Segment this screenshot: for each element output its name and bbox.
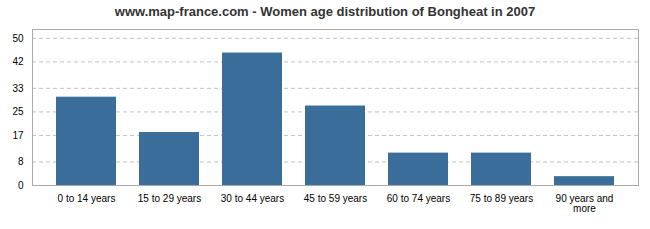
svg-text:25: 25: [12, 106, 24, 117]
svg-text:42: 42: [12, 56, 24, 67]
svg-text:45 to 59 years: 45 to 59 years: [304, 193, 367, 204]
svg-text:0: 0: [18, 180, 24, 191]
svg-text:60 to 74 years: 60 to 74 years: [387, 193, 450, 204]
svg-text:17: 17: [12, 130, 24, 141]
html-text:www.map-france.com - Women age: www.map-france.com - Women age distribut…: [114, 4, 536, 19]
svg-text:8: 8: [18, 156, 24, 167]
svg-text:30 to 44 years: 30 to 44 years: [221, 193, 284, 204]
svg-text:75 to 89 years: 75 to 89 years: [470, 193, 533, 204]
svg-text:90 years andmore: 90 years andmore: [556, 193, 614, 214]
svg-text:15 to 29 years: 15 to 29 years: [138, 193, 201, 204]
svg-text:0 to 14 years: 0 to 14 years: [58, 193, 116, 204]
svg-text:50: 50: [12, 33, 24, 44]
svg-text:33: 33: [12, 83, 24, 94]
